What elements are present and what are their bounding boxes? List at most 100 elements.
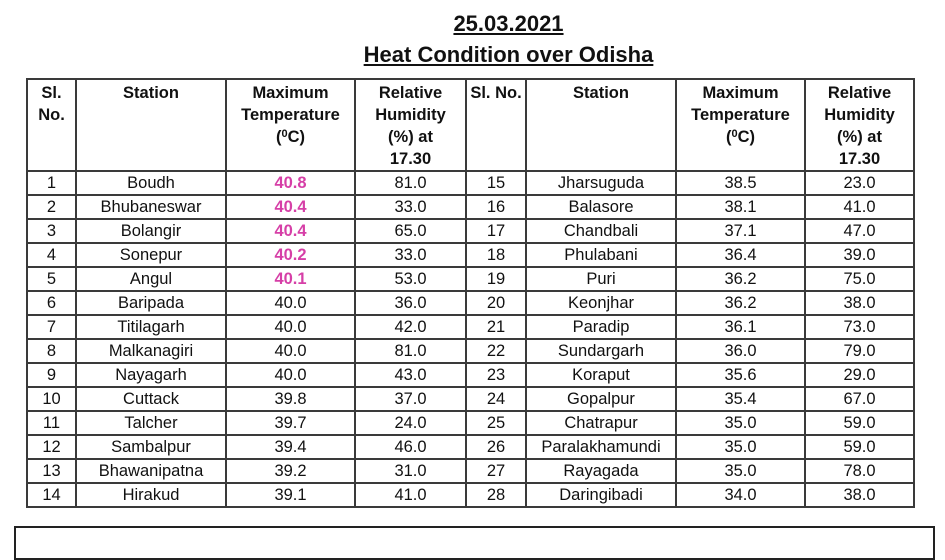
humidity-cell: 41.0 <box>354 482 467 508</box>
humidity-cell: 46.0 <box>354 434 467 460</box>
station-cell: Sambalpur <box>75 434 227 460</box>
max-temp-cell: 40.0 <box>225 338 356 364</box>
sl-no-cell: 3 <box>26 218 77 244</box>
col-header-max-temp: Maximum Temperature (0C) <box>225 78 356 172</box>
sl-no-cell: 12 <box>26 434 77 460</box>
max-temp-cell: 40.0 <box>225 362 356 388</box>
station-cell: Jharsuguda <box>525 170 677 196</box>
sl-no-cell: 22 <box>465 338 527 364</box>
max-temp-cell: 40.0 <box>225 290 356 316</box>
station-cell: Angul <box>75 266 227 292</box>
max-temp-cell: 36.2 <box>675 290 806 316</box>
humidity-cell: 75.0 <box>804 266 915 292</box>
station-cell: Nayagarh <box>75 362 227 388</box>
station-cell: Daringibadi <box>525 482 677 508</box>
sl-no-cell: 27 <box>465 458 527 484</box>
humidity-cell: 29.0 <box>804 362 915 388</box>
humidity-cell: 78.0 <box>804 458 915 484</box>
sl-no-cell: 7 <box>26 314 77 340</box>
humidity-cell: 39.0 <box>804 242 915 268</box>
humidity-cell: 24.0 <box>354 410 467 436</box>
station-cell: Koraput <box>525 362 677 388</box>
station-cell: Bhubaneswar <box>75 194 227 220</box>
humidity-cell: 81.0 <box>354 170 467 196</box>
sl-no-cell: 17 <box>465 218 527 244</box>
notes-box <box>14 526 935 560</box>
station-cell: Paralakhamundi <box>525 434 677 460</box>
max-temp-cell: 36.4 <box>675 242 806 268</box>
humidity-cell: 53.0 <box>354 266 467 292</box>
sl-no-cell: 20 <box>465 290 527 316</box>
humidity-cell: 47.0 <box>804 218 915 244</box>
col-header-relative-humidity: Relative Humidity (%) at 17.30 <box>354 78 467 172</box>
humidity-cell: 38.0 <box>804 290 915 316</box>
max-temp-cell: 40.4 <box>225 194 356 220</box>
max-temp-cell: 40.4 <box>225 218 356 244</box>
max-temp-cell: 35.0 <box>675 410 806 436</box>
sl-no-cell: 15 <box>465 170 527 196</box>
max-temp-cell: 36.2 <box>675 266 806 292</box>
station-cell: Hirakud <box>75 482 227 508</box>
sl-no-cell: 26 <box>465 434 527 460</box>
humidity-cell: 41.0 <box>804 194 915 220</box>
table-row: 2 Bhubaneswar 40.4 33.0 16 Balasore 38.1 41.0 <box>26 194 915 220</box>
humidity-cell: 33.0 <box>354 194 467 220</box>
max-temp-cell: 35.0 <box>675 434 806 460</box>
table-row: 10 Cuttack 39.8 37.0 24 Gopalpur 35.4 67.0 <box>26 386 915 412</box>
station-cell: Phulabani <box>525 242 677 268</box>
humidity-cell: 79.0 <box>804 338 915 364</box>
max-temp-cell: 38.1 <box>675 194 806 220</box>
station-cell: Titilagarh <box>75 314 227 340</box>
max-temp-cell: 38.5 <box>675 170 806 196</box>
sl-no-cell: 28 <box>465 482 527 508</box>
col-header-station-2: Station <box>525 78 677 172</box>
max-temp-cell: 35.6 <box>675 362 806 388</box>
sl-no-cell: 16 <box>465 194 527 220</box>
sl-no-cell: 13 <box>26 458 77 484</box>
humidity-cell: 67.0 <box>804 386 915 412</box>
col-header-sl-no: Sl. No. <box>26 78 77 172</box>
station-cell: Paradip <box>525 314 677 340</box>
max-temp-cell: 40.8 <box>225 170 356 196</box>
humidity-cell: 42.0 <box>354 314 467 340</box>
sl-no-cell: 25 <box>465 410 527 436</box>
sl-no-cell: 18 <box>465 242 527 268</box>
report-title: Heat Condition over Odisha <box>363 42 654 67</box>
station-cell: Bolangir <box>75 218 227 244</box>
table-header-row: Sl. No. Station Maximum Temperature (0C)… <box>26 78 915 172</box>
humidity-cell: 36.0 <box>354 290 467 316</box>
max-temp-cell: 36.1 <box>675 314 806 340</box>
station-cell: Balasore <box>525 194 677 220</box>
sl-no-cell: 24 <box>465 386 527 412</box>
table-row: 14 Hirakud 39.1 41.0 28 Daringibadi 34.0 38.0 <box>26 482 915 508</box>
station-cell: Sonepur <box>75 242 227 268</box>
table-row: 7 Titilagarh 40.0 42.0 21 Paradip 36.1 73.0 <box>26 314 915 340</box>
max-temp-cell: 35.4 <box>675 386 806 412</box>
table-row: 9 Nayagarh 40.0 43.0 23 Koraput 35.6 29.0 <box>26 362 915 388</box>
col-header-station: Station <box>75 78 227 172</box>
humidity-cell: 65.0 <box>354 218 467 244</box>
station-cell: Sundargarh <box>525 338 677 364</box>
sl-no-cell: 8 <box>26 338 77 364</box>
sl-no-cell: 23 <box>465 362 527 388</box>
report-date: 25.03.2021 <box>453 11 564 36</box>
max-temp-cell: 40.2 <box>225 242 356 268</box>
table-row: 8 Malkanagiri 40.0 81.0 22 Sundargarh 36.0 79.0 <box>26 338 915 364</box>
humidity-cell: 23.0 <box>804 170 915 196</box>
max-temp-cell: 37.1 <box>675 218 806 244</box>
max-temp-cell: 39.8 <box>225 386 356 412</box>
col-header-relative-humidity-2: Relative Humidity (%) at 17.30 <box>804 78 915 172</box>
table-row: 11 Talcher 39.7 24.0 25 Chatrapur 35.0 59.0 <box>26 410 915 436</box>
sl-no-cell: 2 <box>26 194 77 220</box>
max-temp-cell: 39.7 <box>225 410 356 436</box>
max-temp-cell: 35.0 <box>675 458 806 484</box>
station-cell: Bhawanipatna <box>75 458 227 484</box>
station-cell: Puri <box>525 266 677 292</box>
max-temp-cell: 40.0 <box>225 314 356 340</box>
station-cell: Baripada <box>75 290 227 316</box>
col-header-max-temp-2: Maximum Temperature (0C) <box>675 78 806 172</box>
sl-no-cell: 10 <box>26 386 77 412</box>
max-temp-cell: 39.1 <box>225 482 356 508</box>
table-row: 6 Baripada 40.0 36.0 20 Keonjhar 36.2 38.0 <box>26 290 915 316</box>
table-row: 13 Bhawanipatna 39.2 31.0 27 Rayagada 35.0 78.0 <box>26 458 915 484</box>
